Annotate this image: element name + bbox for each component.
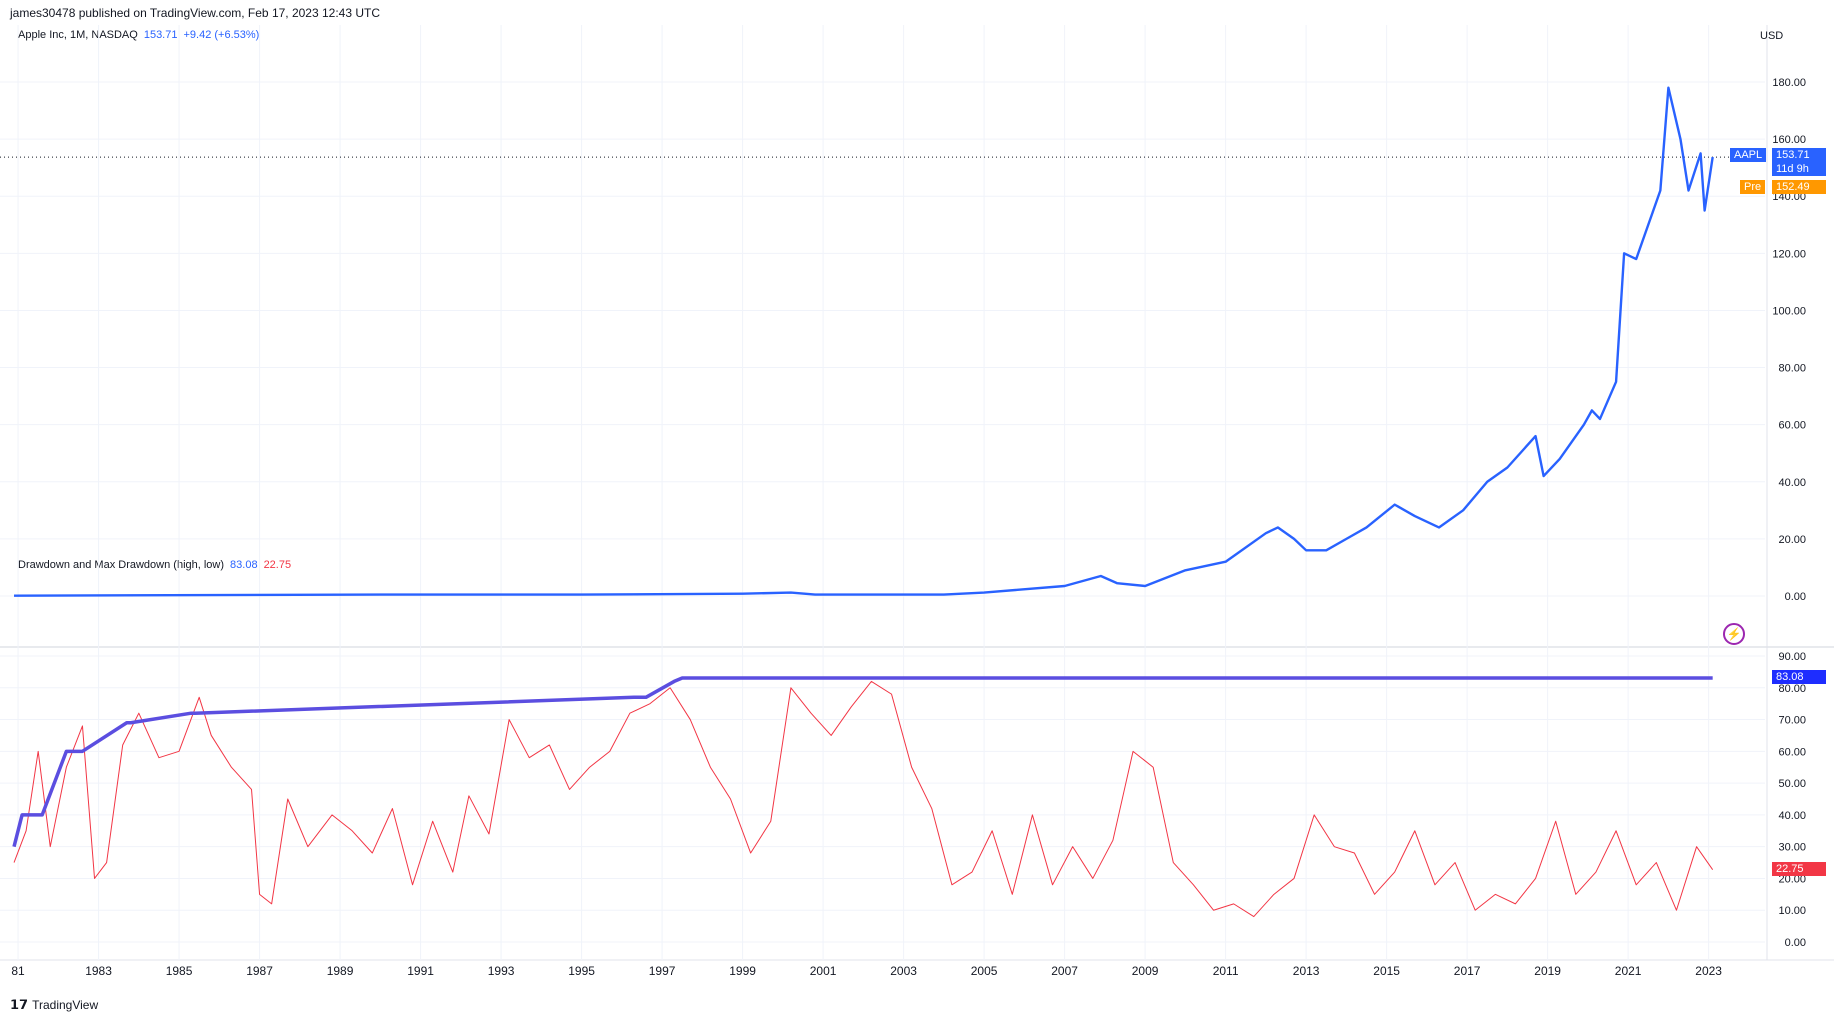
x-tick-label: 1997: [649, 964, 676, 978]
x-tick-label: 2019: [1534, 964, 1561, 978]
indicator-y-tick-label: 60.00: [1778, 746, 1806, 758]
x-tick-label: 2023: [1695, 964, 1722, 978]
indicator-y-tick-label: 0.00: [1785, 937, 1806, 949]
max-dd-badge: 83.08: [1772, 670, 1826, 684]
x-tick-label: 2011: [1213, 964, 1239, 978]
x-tick-label: 1989: [327, 964, 354, 978]
y-tick-label: 160.00: [1772, 134, 1806, 146]
x-tick-label: 1995: [568, 964, 595, 978]
tradingview-logo-icon: 𝟭𝟳: [10, 997, 29, 1012]
footer[interactable]: 𝟭𝟳 TradingView: [10, 997, 98, 1013]
x-tick-label: 2009: [1132, 964, 1159, 978]
dd-badge: 22.75: [1772, 862, 1826, 876]
main-legend-title: Apple Inc, 1M, NASDAQ: [18, 29, 138, 41]
y-tick-label: 80.00: [1778, 363, 1806, 375]
x-tick-label: 2021: [1615, 964, 1642, 978]
x-tick-label: 1993: [488, 964, 515, 978]
x-tick-label: 2017: [1454, 964, 1481, 978]
indicator-legend-dd: 22.75: [263, 559, 292, 571]
x-tick-label: 2001: [810, 964, 837, 978]
price-badge: 153.71: [1772, 148, 1826, 162]
x-tick-label: 1985: [166, 964, 193, 978]
main-legend[interactable]: Apple Inc, 1M, NASDAQ 153.71 +9.42 (+6.53%…: [18, 29, 259, 41]
y-tick-label: 140.00: [1772, 191, 1806, 203]
indicator-y-tick-label: 40.00: [1778, 810, 1806, 822]
indicator-y-tick-label: 30.00: [1778, 842, 1806, 854]
lightning-icon[interactable]: ⚡: [1723, 623, 1745, 645]
x-tick-label: 81: [11, 964, 25, 978]
pre-label-badge: Pre: [1740, 180, 1766, 194]
y-tick-label: 40.00: [1778, 477, 1806, 489]
x-tick-label: 2007: [1051, 964, 1078, 978]
max-drawdown-series-line: [12, 676, 1713, 848]
indicator-y-tick-label: 80.00: [1778, 683, 1806, 695]
x-tick-label: 1983: [85, 964, 112, 978]
y-tick-label: 0.00: [1785, 591, 1806, 603]
x-tick-label: 1987: [246, 964, 273, 978]
x-tick-label: 1999: [729, 964, 756, 978]
countdown-badge: 11d 9h: [1772, 162, 1826, 176]
publisher-header: james30478 published on TradingView.com,…: [10, 6, 381, 20]
y-tick-label: 180.00: [1772, 77, 1806, 89]
y-tick-label: 20.00: [1778, 534, 1806, 546]
y-tick-label: 100.00: [1772, 305, 1806, 317]
y-tick-label: 120.00: [1772, 248, 1806, 260]
x-tick-label: 2013: [1293, 964, 1320, 978]
main-legend-price: 153.71: [143, 29, 178, 41]
currency-label: USD: [1760, 30, 1784, 42]
x-tick-label: 1991: [407, 964, 434, 978]
indicator-y-tick-label: 70.00: [1778, 715, 1806, 727]
indicator-y-tick-label: 90.00: [1778, 651, 1806, 663]
main-legend-change: +9.42 (+6.53%): [183, 29, 260, 41]
x-tick-label: 2005: [971, 964, 998, 978]
drawdown-series-line: [13, 680, 1714, 918]
x-tick-label: 2015: [1373, 964, 1400, 978]
x-tick-label: 2003: [890, 964, 917, 978]
symbol-badge: AAPL: [1730, 148, 1767, 162]
indicator-y-tick-label: 50.00: [1778, 778, 1806, 790]
footer-brand: TradingView: [32, 998, 99, 1012]
pre-price-badge: 152.49: [1772, 180, 1826, 194]
indicator-legend-title: Drawdown and Max Drawdown (high, low): [18, 559, 225, 571]
indicator-y-tick-label: 10.00: [1778, 905, 1806, 917]
indicator-y-tick-label: 20.00: [1778, 873, 1806, 885]
indicator-legend[interactable]: Drawdown and Max Drawdown (high, low) 83.…: [18, 559, 291, 571]
price-series-line: [14, 86, 1714, 597]
indicator-legend-max-dd: 83.08: [230, 559, 258, 571]
y-tick-label: 60.00: [1778, 420, 1806, 432]
